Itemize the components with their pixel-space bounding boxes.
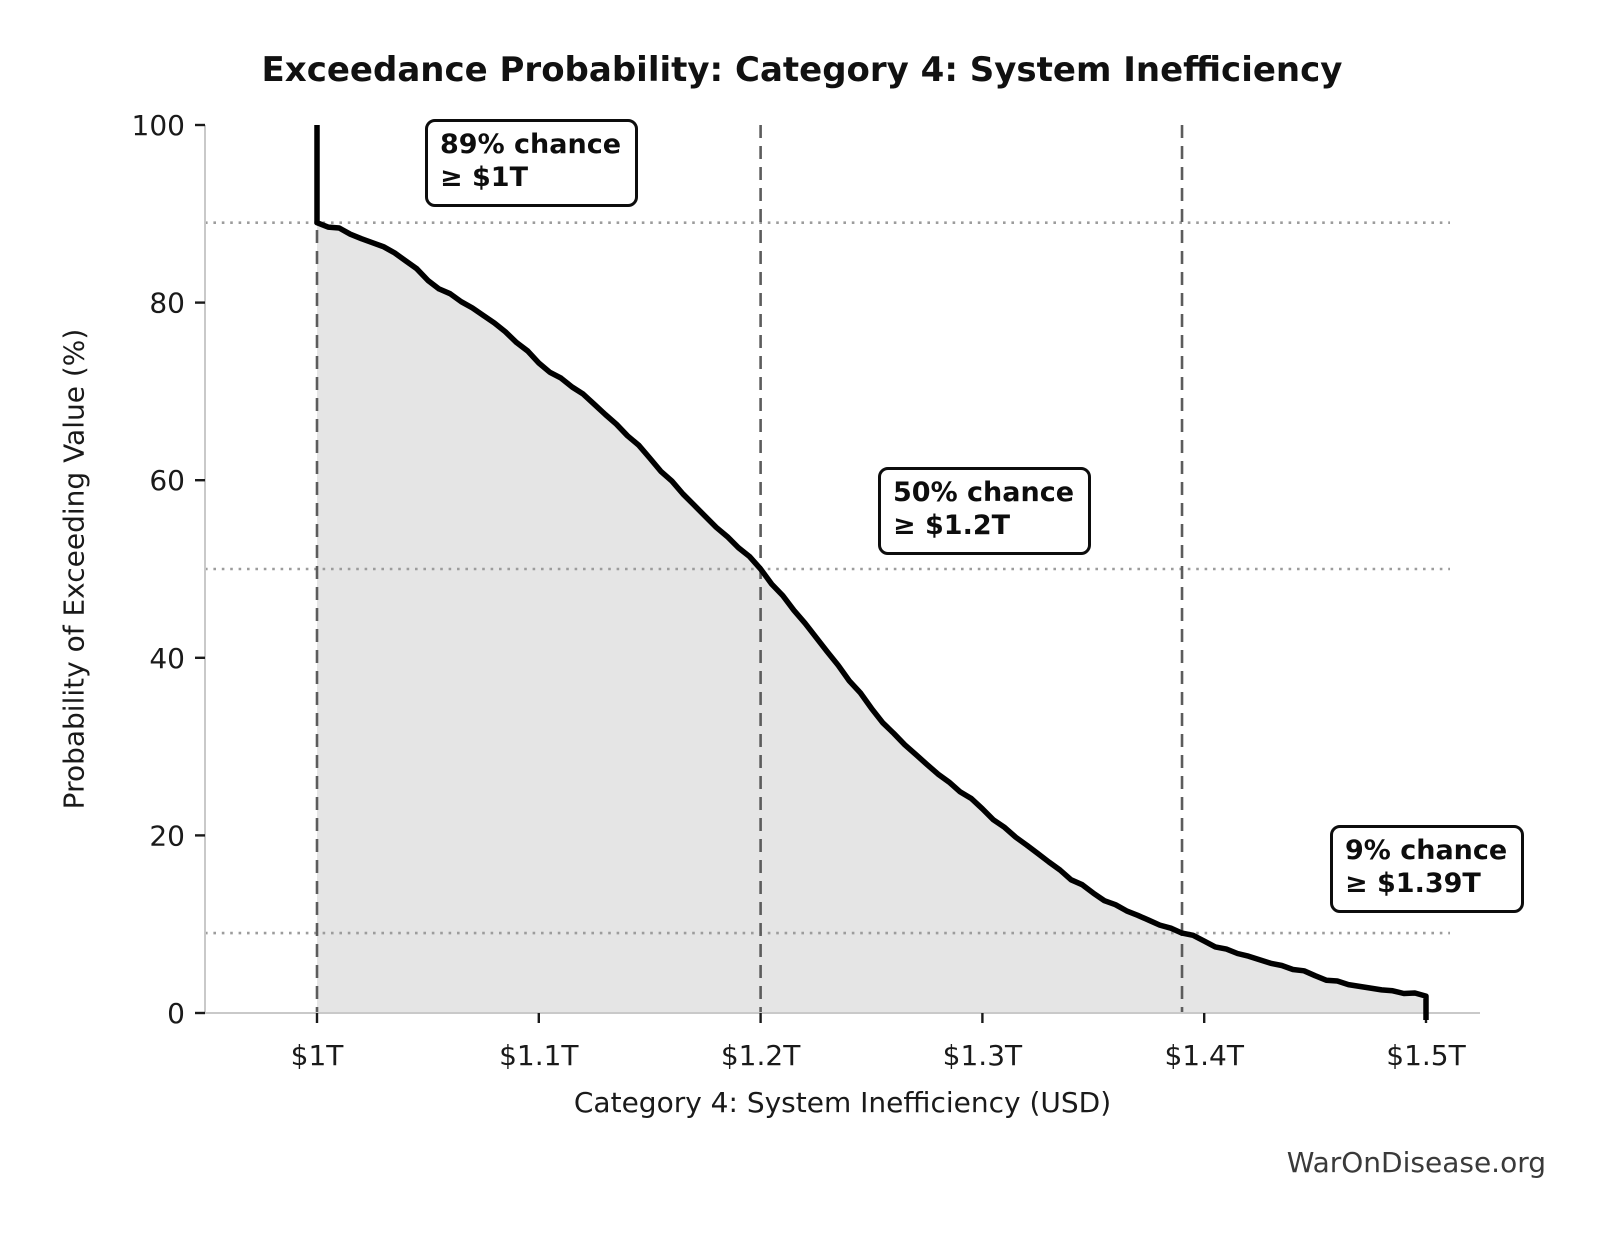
- x-tick-label: $1.2T: [721, 1039, 801, 1072]
- y-tick-label: 80: [149, 287, 185, 320]
- x-axis-title: Category 4: System Inefficiency (USD): [573, 1086, 1112, 1119]
- exceedance-curve: [314, 125, 1429, 1020]
- y-tick-label: 0: [167, 997, 185, 1030]
- annotation-9-percent: 9% chance ≥ $1.39T: [1330, 825, 1525, 913]
- x-tick-label: $1.4T: [1164, 1039, 1244, 1072]
- y-tick-label: 20: [149, 819, 185, 852]
- annotation-89-line2: ≥ $1T: [440, 161, 529, 193]
- x-tick-label: $1T: [291, 1039, 345, 1072]
- x-tick-label: $1.1T: [499, 1039, 579, 1072]
- y-axis-title: Probability of Exceeding Value (%): [57, 328, 91, 810]
- area-fill: [317, 222, 1426, 1013]
- annotation-89-line1: 89% chance: [440, 129, 622, 160]
- annotation-50-line2: ≥ $1.2T: [893, 509, 1011, 541]
- annotation-89-percent: 89% chance ≥ $1T: [425, 119, 639, 207]
- x-tick-label: $1.5T: [1386, 1039, 1466, 1072]
- annotation-50-percent: 50% chance ≥ $1.2T: [878, 467, 1092, 555]
- annotation-50-line1: 50% chance: [893, 477, 1075, 508]
- annotation-9-line1: 9% chance: [1345, 835, 1508, 866]
- annotation-9-line2: ≥ $1.39T: [1345, 867, 1481, 899]
- watermark: WarOnDisease.org: [1286, 1146, 1546, 1179]
- chart-title: Exceedance Probability: Category 4: Syst…: [261, 50, 1343, 90]
- y-tick-label: 60: [149, 464, 185, 497]
- y-tick-label: 100: [132, 109, 185, 142]
- y-tick-label: 40: [149, 642, 185, 675]
- x-tick-label: $1.3T: [943, 1039, 1023, 1072]
